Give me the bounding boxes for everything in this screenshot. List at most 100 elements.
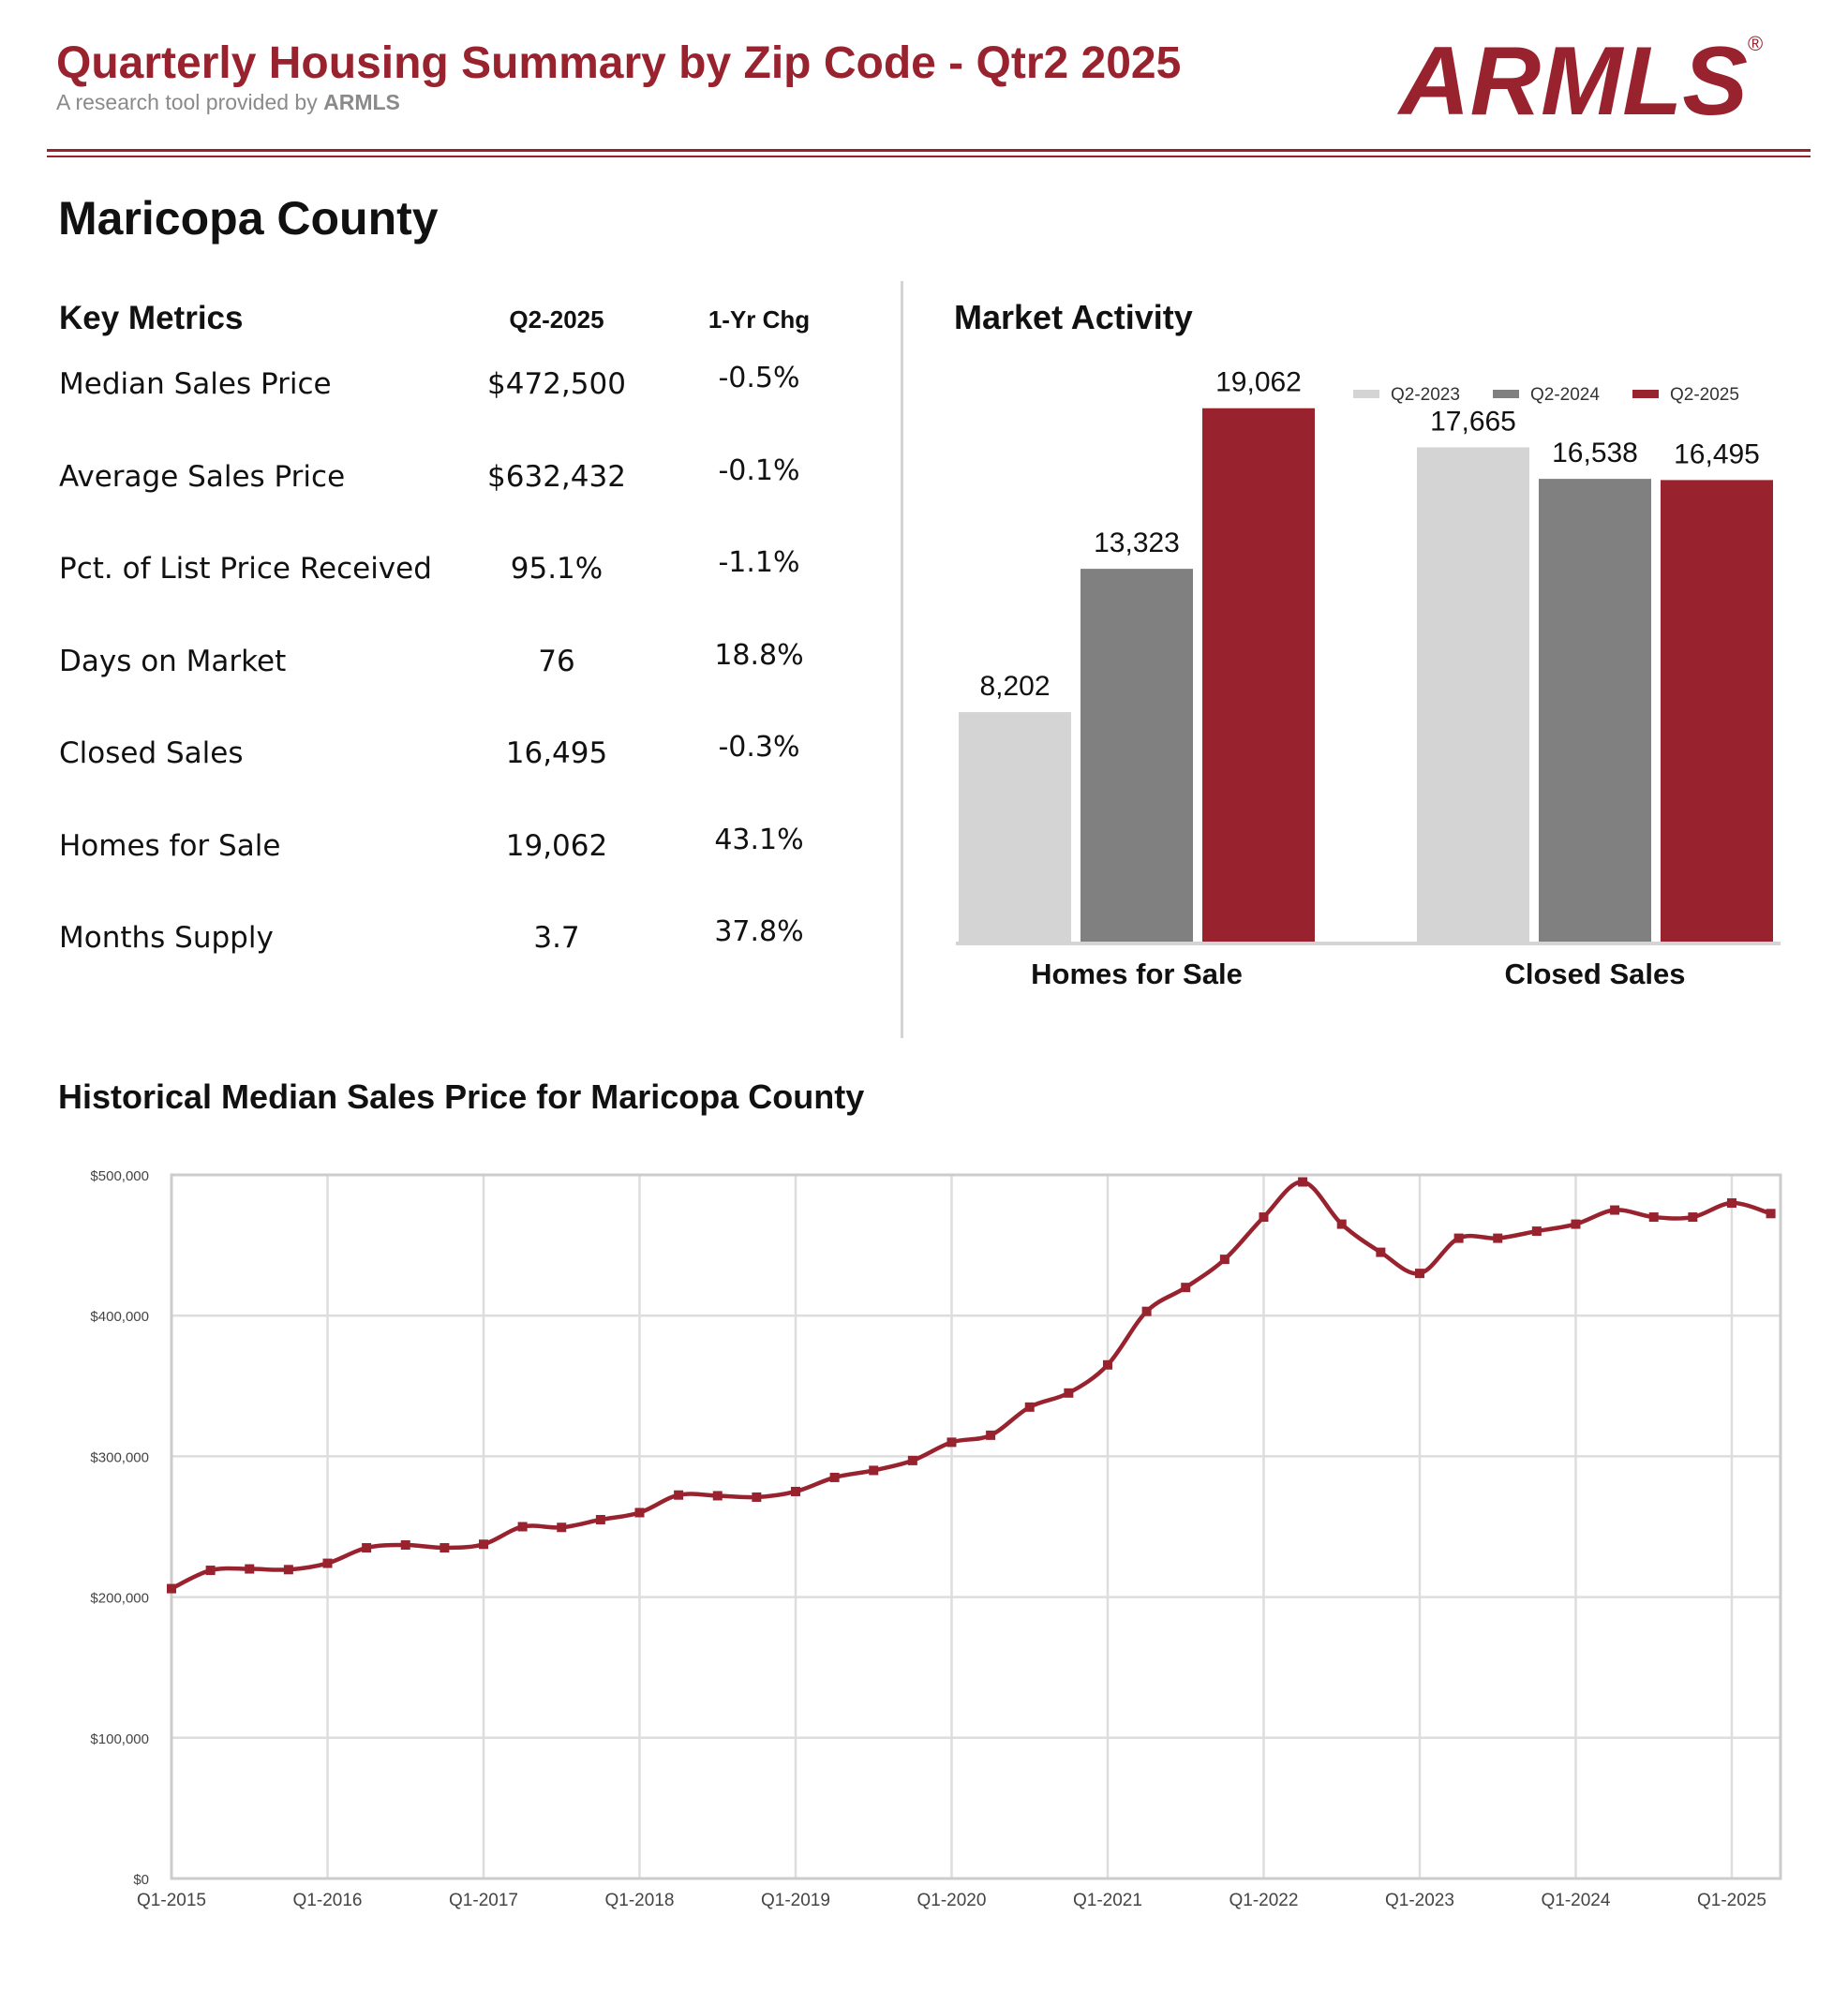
legend-swatch-q2-2023 — [1353, 390, 1379, 398]
metric-label: Days on Market — [59, 645, 287, 678]
bar — [1080, 569, 1193, 942]
bar — [1661, 480, 1773, 942]
market-activity-title: Market Activity — [954, 298, 1193, 336]
metric-label: Average Sales Price — [59, 460, 346, 494]
bar-data-label: 16,538 — [1552, 438, 1638, 468]
y-tick-label: $0 — [133, 1872, 149, 1888]
data-point — [907, 1455, 917, 1465]
bar — [959, 712, 1071, 942]
metric-change: -0.3% — [718, 731, 800, 764]
historical-median-price-chart: $0 $100,000 $200,000 $300,000 $400,000 $500,0… — [90, 1168, 1782, 1910]
data-point — [517, 1522, 528, 1532]
change-column-header: 1-Yr Chg — [708, 305, 811, 334]
x-tick-label: Q1-2016 — [293, 1891, 363, 1910]
data-point — [557, 1522, 567, 1533]
section-divider — [901, 281, 903, 1038]
data-point — [790, 1486, 800, 1496]
legend-label: Q2-2024 — [1530, 385, 1600, 405]
data-point — [869, 1465, 879, 1476]
key-metrics-heading: Key Metrics — [59, 300, 244, 336]
data-point — [986, 1430, 996, 1440]
legend-swatch-q2-2025 — [1632, 390, 1659, 398]
metric-label: Median Sales Price — [59, 367, 332, 401]
metric-change: -0.5% — [718, 362, 800, 394]
data-point — [1688, 1212, 1698, 1223]
logo-text: ARMLS — [1396, 27, 1748, 126]
data-point — [245, 1564, 255, 1574]
metric-value: 19,062 — [505, 829, 608, 863]
metric-label: Pct. of List Price Received — [59, 552, 432, 586]
metric-change: 43.1% — [714, 824, 804, 856]
bar — [1202, 408, 1315, 942]
y-tick-label: $200,000 — [90, 1591, 149, 1607]
metric-value: 76 — [538, 645, 575, 678]
y-tick-label: $300,000 — [90, 1449, 149, 1465]
y-tick-label: $100,000 — [90, 1731, 149, 1747]
data-point — [1766, 1209, 1776, 1219]
data-point — [1336, 1219, 1347, 1229]
data-point — [634, 1507, 645, 1518]
data-point — [829, 1472, 840, 1482]
legend-swatch-q2-2024 — [1493, 390, 1519, 398]
data-point — [1414, 1269, 1424, 1279]
metric-value: $472,500 — [487, 367, 626, 401]
data-point — [1531, 1226, 1542, 1237]
data-point — [283, 1565, 293, 1575]
data-point — [1219, 1255, 1230, 1265]
data-point — [1453, 1233, 1464, 1243]
armls-logo: ARMLS ® — [1396, 27, 1763, 126]
x-tick-label: Q1-2025 — [1697, 1891, 1766, 1910]
bar — [1417, 447, 1529, 942]
data-point — [1726, 1198, 1736, 1209]
x-tick-label: Q1-2020 — [917, 1891, 987, 1910]
data-point — [1610, 1205, 1620, 1215]
data-point — [1493, 1233, 1503, 1243]
metric-value: 95.1% — [510, 552, 604, 586]
header-rule-bottom — [47, 156, 1811, 157]
data-point — [595, 1514, 605, 1524]
data-point — [1571, 1219, 1581, 1229]
x-tick-label: Q1-2017 — [449, 1891, 518, 1910]
bar-data-label: 8,202 — [979, 671, 1050, 702]
x-tick-label: Q1-2015 — [137, 1891, 206, 1910]
report-subtitle: A research tool provided by ARMLS — [56, 90, 400, 115]
data-point — [946, 1437, 957, 1448]
bar-data-label: 13,323 — [1094, 527, 1180, 558]
plot-frame — [170, 1173, 1782, 1880]
data-point — [167, 1583, 176, 1594]
metric-value: $632,432 — [487, 460, 626, 494]
metric-change: -0.1% — [718, 454, 800, 487]
data-point — [322, 1558, 333, 1568]
metric-change: 18.8% — [714, 639, 804, 672]
county-title: Maricopa County — [58, 192, 439, 245]
data-point — [362, 1543, 372, 1553]
historical-chart-title: Historical Median Sales Price for Marico… — [58, 1077, 865, 1116]
bar — [1539, 479, 1651, 942]
metric-change: -1.1% — [718, 546, 800, 579]
y-tick-label: $500,000 — [90, 1168, 149, 1184]
registered-mark-icon: ® — [1748, 32, 1763, 55]
median-price-line — [171, 1180, 1772, 1591]
metric-value: 16,495 — [505, 736, 608, 770]
category-label: Homes for Sale — [1031, 958, 1243, 990]
data-point — [1259, 1212, 1269, 1223]
data-point — [712, 1491, 723, 1501]
data-point — [205, 1566, 216, 1576]
data-point — [674, 1490, 684, 1500]
baseline — [956, 942, 1781, 945]
data-point — [1141, 1306, 1152, 1316]
data-point — [1064, 1388, 1074, 1398]
x-tick-label: Q1-2018 — [605, 1891, 675, 1910]
data-point — [478, 1539, 488, 1550]
legend-label: Q2-2023 — [1391, 385, 1460, 405]
data-point — [1024, 1402, 1035, 1412]
x-tick-label: Q1-2021 — [1073, 1891, 1142, 1910]
subtitle-prefix: A research tool provided by — [56, 90, 324, 114]
x-tick-label: Q1-2024 — [1541, 1891, 1610, 1910]
data-point — [1181, 1283, 1191, 1293]
metric-label: Closed Sales — [59, 736, 244, 770]
category-label: Closed Sales — [1505, 958, 1686, 990]
x-tick-label: Q1-2023 — [1385, 1891, 1454, 1910]
metric-label: Homes for Sale — [59, 829, 281, 863]
bar-data-label: 16,495 — [1674, 438, 1760, 469]
